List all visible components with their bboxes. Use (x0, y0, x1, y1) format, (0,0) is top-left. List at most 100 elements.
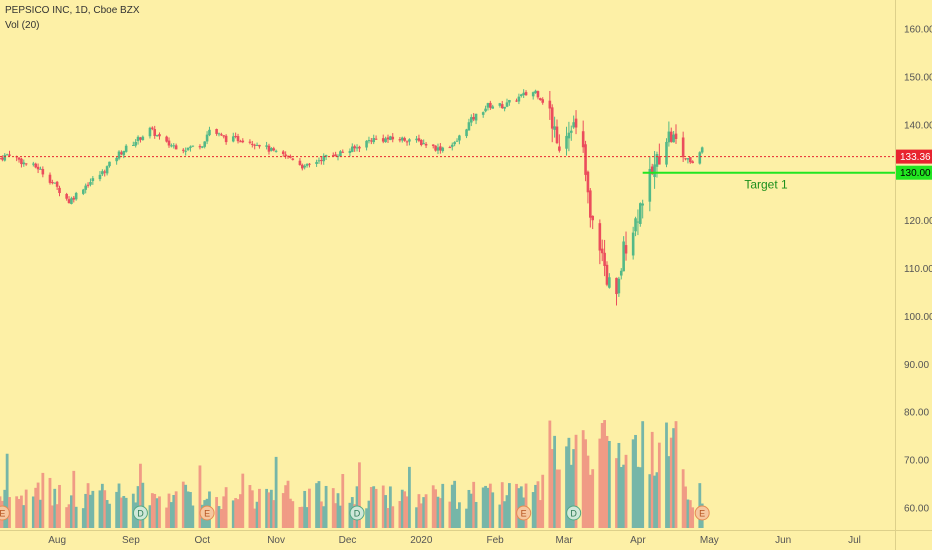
dividend-marker[interactable]: D (566, 505, 582, 521)
candle (258, 144, 261, 149)
volume-indicator-label[interactable]: Vol (20) (5, 20, 40, 31)
volume-bar (53, 488, 57, 528)
time-tick-label: Oct (195, 535, 211, 546)
volume-bar (417, 494, 421, 528)
candle (65, 192, 68, 201)
volume-bar (448, 501, 452, 528)
candle (622, 236, 625, 272)
volume-bar (248, 485, 252, 528)
candle (424, 142, 428, 149)
dividend-marker[interactable]: D (132, 505, 148, 521)
candle (688, 157, 692, 164)
candle (172, 143, 176, 149)
candle (291, 157, 295, 161)
candle (281, 150, 285, 157)
volume-bar (269, 489, 273, 528)
volume-bar (341, 474, 345, 528)
price-tick-label: 80.00 (904, 408, 929, 419)
candle (317, 157, 321, 164)
candle (241, 138, 245, 144)
candle (372, 134, 376, 145)
volume-bar (265, 488, 268, 528)
candle (586, 170, 590, 204)
candle (308, 162, 311, 168)
candle (653, 151, 656, 189)
volume-bar (384, 495, 388, 528)
volume-bar (507, 483, 511, 528)
volume-bar (667, 456, 671, 528)
earnings-marker[interactable]: E (0, 505, 10, 521)
volume-bar (189, 492, 192, 528)
candle (48, 172, 52, 185)
candle (441, 146, 445, 153)
candle (548, 90, 552, 120)
earnings-marker[interactable]: E (199, 505, 215, 521)
volume-bar (605, 435, 609, 528)
volume-bar (581, 430, 585, 528)
volume-bar (641, 421, 645, 528)
volume-bar (348, 502, 352, 528)
candle (639, 202, 642, 227)
volume-bar (538, 500, 542, 528)
candle (231, 132, 235, 143)
volume-bar (588, 474, 592, 528)
volume-bar (398, 501, 402, 528)
candle (408, 138, 411, 146)
candle (301, 163, 304, 171)
volume-bar (555, 469, 559, 528)
dividend-marker[interactable]: D (349, 505, 365, 521)
volume-bar (86, 483, 90, 528)
candle (339, 150, 342, 157)
candle (531, 91, 535, 100)
candle (417, 134, 421, 143)
volume-bar (84, 493, 88, 528)
candle (515, 98, 518, 102)
volume-bar (515, 483, 518, 528)
candle (0, 157, 2, 160)
volume-bar (217, 506, 221, 528)
volume-bar (103, 490, 107, 528)
volume-bar (174, 491, 178, 528)
volume-bar (374, 488, 378, 528)
volume-bar (300, 506, 304, 528)
candle (420, 139, 423, 147)
candle (36, 163, 40, 174)
volume-bar (258, 488, 261, 528)
candle (365, 140, 368, 151)
time-tick-label: Apr (630, 535, 646, 546)
volume-bar (317, 481, 321, 528)
candle (589, 188, 592, 228)
volume-bar (231, 500, 235, 528)
candle (239, 139, 242, 143)
volume-bar (74, 506, 78, 528)
candle (74, 191, 78, 201)
candle (553, 116, 556, 138)
volume-bar (431, 485, 435, 528)
volume-bar (81, 508, 85, 528)
earnings-marker[interactable]: E (694, 505, 710, 521)
target-label: Target 1 (744, 178, 788, 192)
volume-bar (438, 498, 442, 528)
volume-bar (624, 454, 628, 528)
volume-bar (22, 505, 26, 528)
volume-bar (388, 486, 392, 528)
target-price-badge (896, 165, 932, 180)
volume-bar (165, 507, 169, 528)
earnings-marker[interactable]: E (516, 505, 532, 521)
volume-bar (274, 456, 278, 528)
candle (234, 132, 237, 139)
volume-bar (591, 469, 595, 528)
candle (389, 135, 392, 141)
candle (134, 139, 137, 148)
candle (141, 135, 145, 141)
volume-bar (155, 498, 159, 528)
volume-bar (536, 481, 540, 528)
volume-bar (117, 483, 121, 528)
volume-bar (24, 489, 28, 528)
candle (220, 132, 223, 136)
candle (108, 161, 111, 168)
volume-bar (565, 446, 568, 528)
candle (186, 147, 190, 152)
candle (508, 99, 511, 106)
